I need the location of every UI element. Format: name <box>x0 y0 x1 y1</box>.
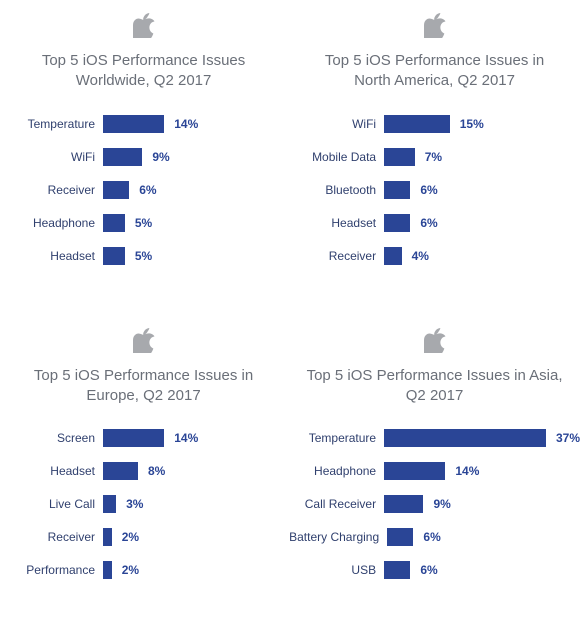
bar <box>103 247 125 265</box>
bar <box>384 429 546 447</box>
value-label: 2% <box>122 563 139 577</box>
bar-row: Mobile Data 7% <box>289 147 580 167</box>
bar-row: USB 6% <box>289 560 580 580</box>
panel-title: Top 5 iOS Performance Issues in North Am… <box>305 51 565 92</box>
bar-row: Receiver 6% <box>8 180 279 200</box>
value-label: 6% <box>139 183 156 197</box>
bar <box>384 148 415 166</box>
panel-europe: Top 5 iOS Performance Issues in Europe, … <box>8 327 279 612</box>
bar-row: Performance 2% <box>8 560 279 580</box>
category-label: Receiver <box>8 183 103 197</box>
bar <box>103 495 116 513</box>
bar-row: Headset 8% <box>8 461 279 481</box>
value-label: 14% <box>455 464 479 478</box>
bar-row: Headphone 14% <box>289 461 580 481</box>
value-label: 6% <box>420 563 437 577</box>
apple-logo-icon <box>133 12 155 43</box>
value-label: 6% <box>420 183 437 197</box>
bar <box>384 115 450 133</box>
panel-north-america: Top 5 iOS Performance Issues in North Am… <box>289 12 580 297</box>
bar-row: Temperature 14% <box>8 114 279 134</box>
bar-row: Headphone 5% <box>8 213 279 233</box>
category-label: Temperature <box>8 117 103 131</box>
chart-grid: Top 5 iOS Performance Issues Worldwide, … <box>8 12 580 611</box>
bar-row: Live Call 3% <box>8 494 279 514</box>
bar-list: Temperature 14% WiFi 9% Receiver 6% Headpho… <box>8 114 279 266</box>
category-label: WiFi <box>8 150 103 164</box>
bar <box>384 214 410 232</box>
category-label: Screen <box>8 431 103 445</box>
apple-logo-icon <box>424 12 446 43</box>
category-label: Call Receiver <box>289 497 384 511</box>
bar-list: Temperature 37% Headphone 14% Call Receive… <box>289 428 580 580</box>
bar <box>103 181 129 199</box>
value-label: 8% <box>148 464 165 478</box>
category-label: Receiver <box>8 530 103 544</box>
bar-row: Temperature 37% <box>289 428 580 448</box>
bar-row: WiFi 9% <box>8 147 279 167</box>
value-label: 4% <box>412 249 429 263</box>
bar-row: WiFi 15% <box>289 114 580 134</box>
category-label: Performance <box>8 563 103 577</box>
bar <box>384 561 410 579</box>
category-label: Temperature <box>289 431 384 445</box>
bar <box>103 528 112 546</box>
value-label: 37% <box>556 431 580 445</box>
bar <box>103 148 142 166</box>
apple-logo-icon <box>133 327 155 358</box>
bar <box>384 495 423 513</box>
bar <box>103 462 138 480</box>
value-label: 6% <box>423 530 440 544</box>
value-label: 5% <box>135 249 152 263</box>
bar-row: Receiver 4% <box>289 246 580 266</box>
panel-title: Top 5 iOS Performance Issues in Asia, Q2… <box>305 366 565 407</box>
bar <box>384 462 445 480</box>
category-label: Headphone <box>289 464 384 478</box>
bar-row: Receiver 2% <box>8 527 279 547</box>
bar <box>384 181 410 199</box>
bar-row: Screen 14% <box>8 428 279 448</box>
value-label: 14% <box>174 117 198 131</box>
category-label: Headset <box>8 464 103 478</box>
panel-title: Top 5 iOS Performance Issues Worldwide, … <box>14 51 274 92</box>
category-label: Headphone <box>8 216 103 230</box>
bar-row: Headset 5% <box>8 246 279 266</box>
bar-list: WiFi 15% Mobile Data 7% Bluetooth 6% Headse… <box>289 114 580 266</box>
panel-title: Top 5 iOS Performance Issues in Europe, … <box>14 366 274 407</box>
value-label: 5% <box>135 216 152 230</box>
category-label: Live Call <box>8 497 103 511</box>
category-label: Receiver <box>289 249 384 263</box>
category-label: Headset <box>8 249 103 263</box>
category-label: Battery Charging <box>289 530 387 544</box>
bar-row: Headset 6% <box>289 213 580 233</box>
panel-asia: Top 5 iOS Performance Issues in Asia, Q2… <box>289 327 580 612</box>
value-label: 9% <box>152 150 169 164</box>
category-label: Mobile Data <box>289 150 384 164</box>
bar <box>387 528 413 546</box>
apple-logo-icon <box>424 327 446 358</box>
value-label: 2% <box>122 530 139 544</box>
bar <box>103 214 125 232</box>
category-label: Bluetooth <box>289 183 384 197</box>
value-label: 9% <box>433 497 450 511</box>
bar-row: Call Receiver 9% <box>289 494 580 514</box>
bar <box>103 115 164 133</box>
value-label: 15% <box>460 117 484 131</box>
bar-list: Screen 14% Headset 8% Live Call 3% Receiver… <box>8 428 279 580</box>
value-label: 3% <box>126 497 143 511</box>
category-label: WiFi <box>289 117 384 131</box>
bar <box>384 247 402 265</box>
value-label: 6% <box>420 216 437 230</box>
panel-worldwide: Top 5 iOS Performance Issues Worldwide, … <box>8 12 279 297</box>
bar-row: Bluetooth 6% <box>289 180 580 200</box>
bar-row: Battery Charging 6% <box>289 527 580 547</box>
value-label: 7% <box>425 150 442 164</box>
bar <box>103 429 164 447</box>
bar <box>103 561 112 579</box>
value-label: 14% <box>174 431 198 445</box>
category-label: Headset <box>289 216 384 230</box>
category-label: USB <box>289 563 384 577</box>
